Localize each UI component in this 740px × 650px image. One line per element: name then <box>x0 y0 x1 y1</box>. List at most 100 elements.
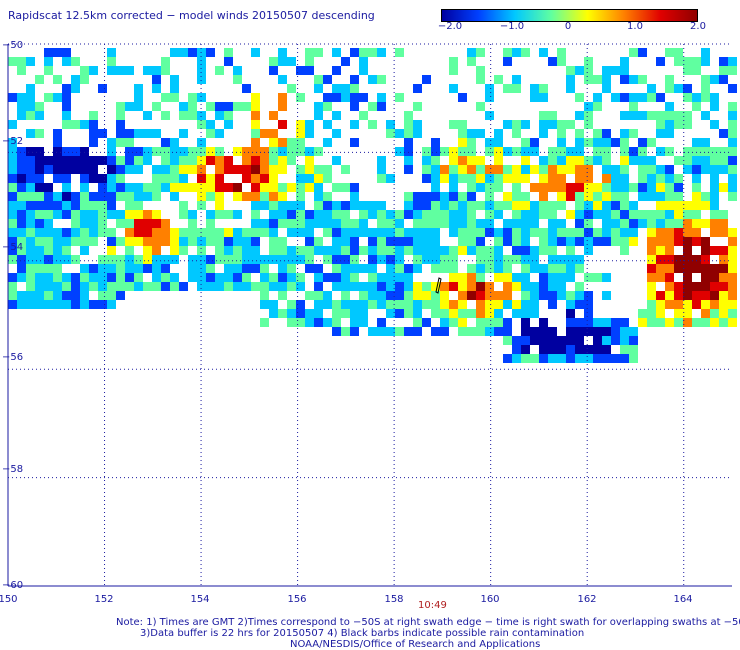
wind-cell <box>665 300 674 309</box>
wind-cell <box>8 174 17 183</box>
wind-cell <box>593 129 602 138</box>
wind-cell <box>242 273 251 282</box>
wind-cell <box>368 255 377 264</box>
wind-cell <box>80 282 89 291</box>
wind-cell <box>80 291 89 300</box>
wind-cell <box>386 309 395 318</box>
wind-cell <box>719 282 728 291</box>
wind-cell <box>341 282 350 291</box>
wind-cell <box>656 183 665 192</box>
wind-cell <box>719 129 728 138</box>
wind-cell <box>53 75 62 84</box>
wind-cell <box>44 237 53 246</box>
wind-cell <box>206 282 215 291</box>
wind-cell <box>278 192 287 201</box>
wind-cell <box>467 48 476 57</box>
wind-cell <box>8 291 17 300</box>
wind-cell <box>692 237 701 246</box>
wind-cell <box>71 273 80 282</box>
wind-cell <box>395 237 404 246</box>
wind-cell <box>98 228 107 237</box>
wind-cell <box>161 264 170 273</box>
wind-cell <box>620 147 629 156</box>
wind-cell <box>296 183 305 192</box>
wind-cell <box>80 228 89 237</box>
wind-cell <box>89 300 98 309</box>
wind-cell <box>26 273 35 282</box>
wind-cell <box>629 111 638 120</box>
wind-cell <box>575 165 584 174</box>
wind-cell <box>521 147 530 156</box>
wind-cell <box>728 66 737 75</box>
wind-cell <box>620 237 629 246</box>
wind-cell <box>26 282 35 291</box>
wind-cell <box>305 174 314 183</box>
wind-cell <box>26 192 35 201</box>
wind-cell <box>566 66 575 75</box>
wind-cell <box>557 228 566 237</box>
wind-cell <box>287 138 296 147</box>
wind-cell <box>647 219 656 228</box>
wind-cell <box>701 75 710 84</box>
wind-cell <box>467 138 476 147</box>
wind-cell <box>215 273 224 282</box>
wind-cell <box>494 210 503 219</box>
wind-cell <box>701 273 710 282</box>
wind-cell <box>620 93 629 102</box>
wind-cell <box>161 282 170 291</box>
wind-cell <box>674 237 683 246</box>
wind-cell <box>62 174 71 183</box>
wind-cell <box>8 201 17 210</box>
wind-cell <box>575 318 584 327</box>
wind-cell <box>512 210 521 219</box>
wind-cell <box>188 93 197 102</box>
wind-cell <box>692 174 701 183</box>
wind-cell <box>521 336 530 345</box>
wind-cell <box>359 264 368 273</box>
wind-cell <box>539 327 548 336</box>
wind-cell <box>719 246 728 255</box>
wind-cell <box>602 345 611 354</box>
wind-cell <box>107 147 116 156</box>
wind-cell <box>557 48 566 57</box>
wind-cell <box>8 138 17 147</box>
wind-cell <box>512 309 521 318</box>
wind-cell <box>116 129 125 138</box>
wind-cell <box>170 93 179 102</box>
wind-cell <box>701 165 710 174</box>
wind-cell <box>503 120 512 129</box>
wind-cell <box>98 201 107 210</box>
wind-cell <box>692 66 701 75</box>
wind-cell <box>656 237 665 246</box>
wind-cell <box>449 192 458 201</box>
wind-cell <box>287 84 296 93</box>
wind-cell <box>206 237 215 246</box>
wind-cell <box>215 228 224 237</box>
wind-cell <box>647 273 656 282</box>
wind-cell <box>665 147 674 156</box>
wind-cell <box>134 156 143 165</box>
wind-cell <box>647 246 656 255</box>
wind-cell <box>512 120 521 129</box>
wind-cell <box>701 156 710 165</box>
x-tick-label: 150 <box>0 594 18 605</box>
wind-cell <box>449 318 458 327</box>
wind-cell <box>35 129 44 138</box>
wind-cell <box>566 147 575 156</box>
wind-cell <box>602 156 611 165</box>
wind-cell <box>143 282 152 291</box>
wind-cell <box>485 228 494 237</box>
wind-cell <box>728 138 737 147</box>
wind-cell <box>224 111 233 120</box>
wind-cell <box>656 111 665 120</box>
wind-cell <box>215 183 224 192</box>
wind-cell <box>431 201 440 210</box>
wind-cell <box>233 264 242 273</box>
wind-cell <box>539 318 548 327</box>
wind-cell <box>440 210 449 219</box>
wind-cell <box>197 201 206 210</box>
wind-cell <box>80 156 89 165</box>
wind-cell <box>647 93 656 102</box>
wind-cell <box>584 66 593 75</box>
wind-cell <box>602 84 611 93</box>
